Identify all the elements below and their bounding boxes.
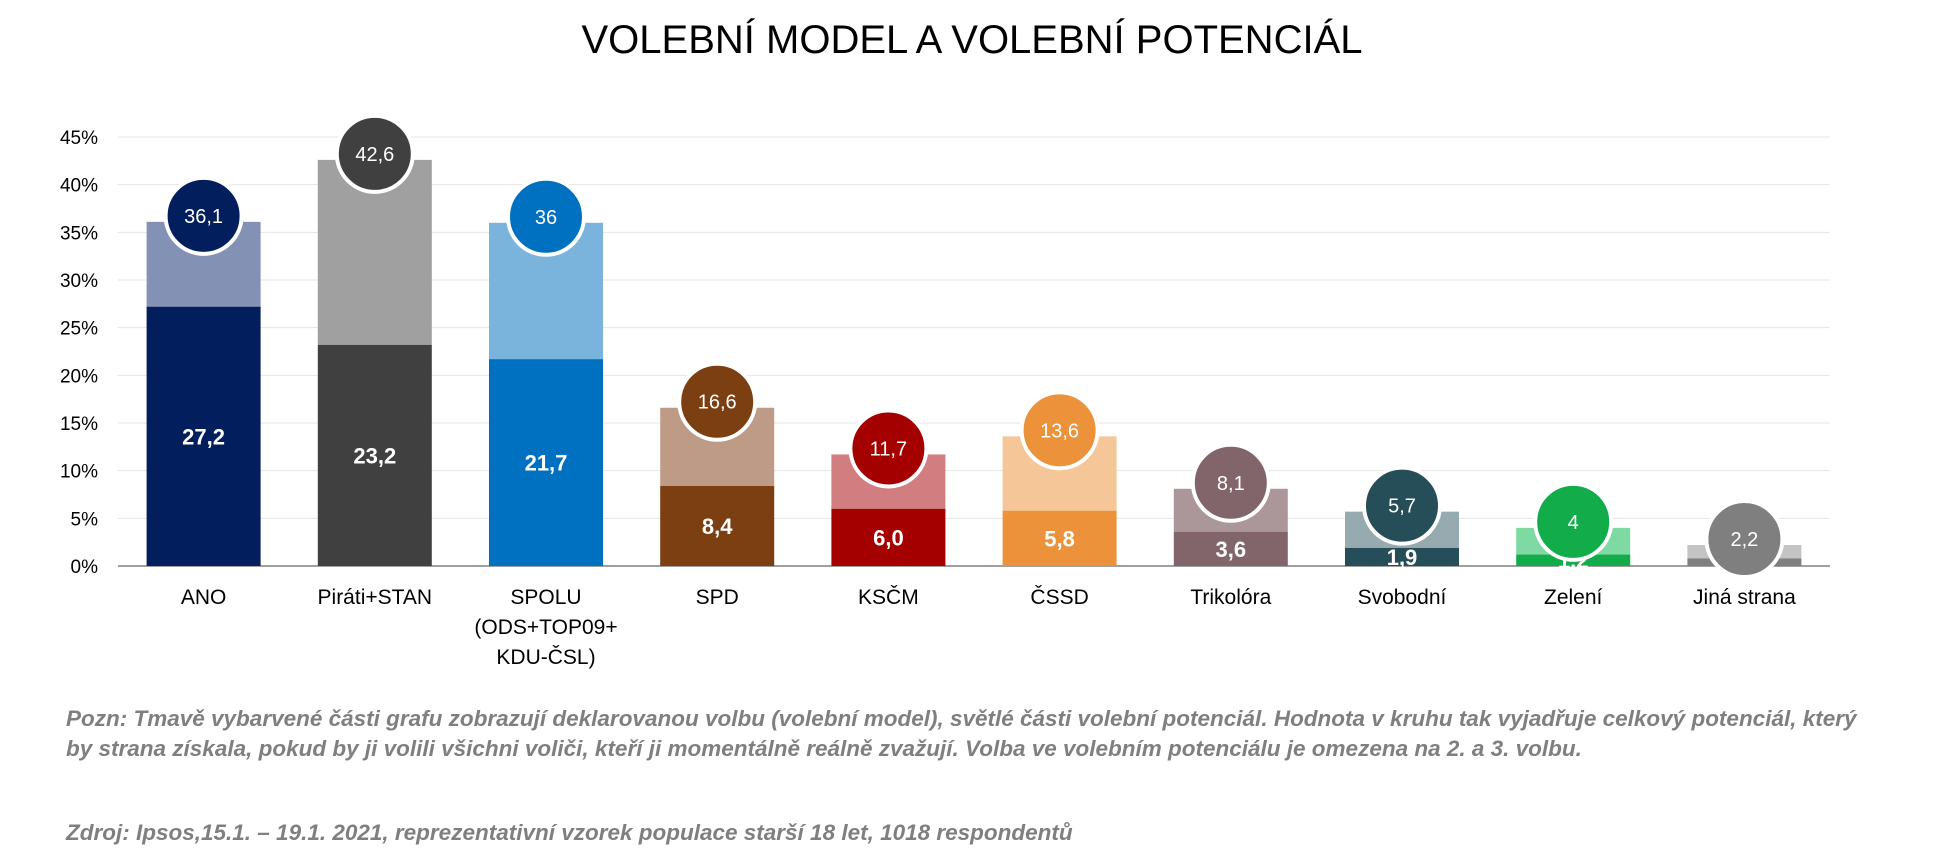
potential-value-label: 36	[535, 207, 557, 229]
potential-value-label: 11,7	[870, 438, 907, 460]
model-value-label: 3,6	[1216, 537, 1247, 562]
model-value-label: 5,8	[1044, 526, 1075, 551]
y-tick-label: 25%	[60, 319, 98, 340]
x-tick-label: Jiná strana	[1693, 586, 1796, 609]
y-tick-label: 20%	[60, 366, 98, 387]
model-bar	[489, 359, 603, 566]
potential-bubble	[1704, 499, 1785, 580]
chart-title: VOLEBNÍ MODEL A VOLEBNÍ POTENCIÁL	[581, 18, 1363, 62]
x-tick-label: ČSSD	[1030, 586, 1088, 609]
x-tick-label: KDU-ČSL)	[496, 646, 595, 669]
model-bar	[146, 306, 261, 566]
x-tick-label: SPD	[696, 586, 739, 609]
potential-value-label: 36,1	[184, 206, 223, 228]
potential-bubble	[1019, 390, 1100, 471]
model-value-label: 1,9	[1387, 545, 1418, 570]
model-value-label: 21,7	[525, 450, 568, 475]
potential-value-label: 5,7	[1388, 496, 1416, 518]
model-bar	[1002, 510, 1117, 566]
y-tick-label: 40%	[60, 176, 98, 197]
potential-bubble	[506, 176, 586, 257]
x-tick-label: SPOLU	[510, 586, 581, 609]
model-value-label: 27,2	[182, 424, 225, 449]
model-bar	[317, 344, 432, 566]
y-tick-label: 35%	[60, 223, 98, 244]
potential-value-label: 16,6	[698, 392, 737, 414]
potential-bubble	[1190, 442, 1271, 523]
model-value-label: 8,4	[702, 514, 733, 539]
potential-bubble	[1362, 465, 1442, 546]
y-tick-label: 15%	[60, 414, 98, 435]
x-tick-label: Svobodní	[1358, 586, 1447, 609]
potential-bubble	[1533, 481, 1614, 562]
potential-value-label: 8,1	[1217, 473, 1245, 495]
potential-value-label: 13,6	[1040, 420, 1079, 442]
chart: 0% 5% 10% 15% 20% 25% 30% 35% 40% 45% 27,2 36,1 ANO 2…	[60, 113, 1830, 669]
potential-bubble	[163, 175, 244, 256]
model-value-label: 6,0	[873, 525, 904, 550]
y-tick-label: 45%	[60, 128, 98, 149]
y-tick-label: 5%	[71, 509, 99, 530]
potential-bubble	[677, 361, 758, 442]
potential-bubble	[334, 113, 415, 194]
potential-value-label: 42,6	[355, 144, 394, 166]
y-tick-label: 30%	[60, 271, 98, 292]
x-tick-label: ANO	[181, 586, 227, 609]
x-tick-label: KSČM	[858, 586, 919, 609]
chart-note: Pozn: Tmavě vybarvené části grafu zobraz…	[66, 706, 1857, 761]
model-bar	[831, 508, 946, 566]
x-tick-label: Piráti+STAN	[318, 586, 433, 609]
x-tick-label: (ODS+TOP09+	[474, 616, 617, 639]
chart-source: Zdroj: Ipsos,15.1. – 19.1. 2021, repreze…	[66, 820, 1073, 845]
x-tick-label: Zelení	[1544, 586, 1603, 609]
x-tick-label: Trikolóra	[1190, 586, 1271, 609]
model-bar	[660, 485, 775, 566]
y-tick-label: 10%	[60, 462, 98, 483]
potential-value-label: 4	[1568, 512, 1579, 534]
potential-bubble	[848, 408, 929, 489]
model-bar	[1345, 547, 1459, 566]
potential-value-label: 2,2	[1730, 529, 1758, 551]
y-tick-label: 0%	[71, 557, 99, 578]
model-value-label: 23,2	[353, 443, 396, 468]
model-bar	[1173, 531, 1288, 566]
